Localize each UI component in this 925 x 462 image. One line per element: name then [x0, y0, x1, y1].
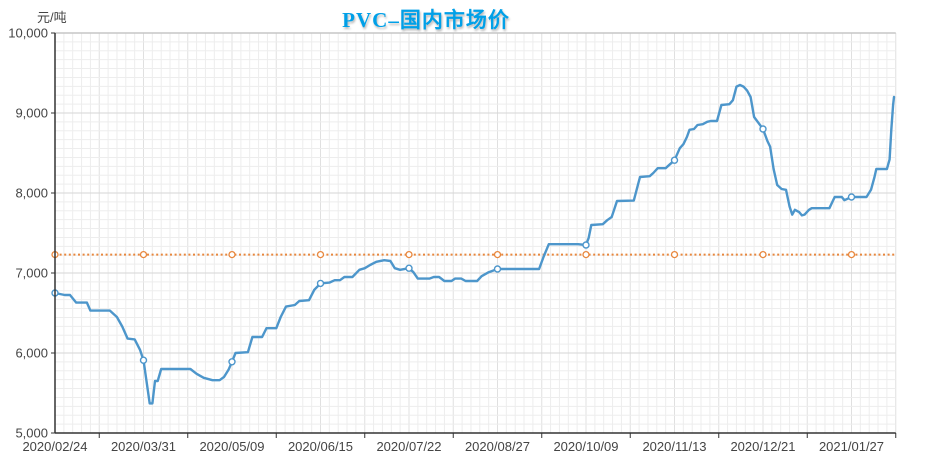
axes: [51, 32, 897, 438]
x-tick-label: 2021/01/27: [819, 439, 884, 454]
reference-line-series: [51, 250, 896, 259]
x-tick-label: 2020/02/24: [22, 439, 87, 454]
x-tick-label: 2020/08/27: [465, 439, 530, 454]
y-tick-label: 10,000: [8, 26, 48, 41]
chart-title: PVC–国内市场价: [342, 8, 510, 32]
x-tick-label: 2020/06/15: [288, 439, 353, 454]
y-tick-label: 8,000: [15, 186, 48, 201]
y-axis-labels: 5,000 6,000 7,000 8,000 9,000 10,000: [8, 26, 48, 441]
y-tick-label: 5,000: [15, 426, 48, 441]
y-tick-label: 9,000: [15, 106, 48, 121]
price-series: [51, 83, 896, 405]
x-axis-labels: 2020/02/24 2020/03/31 2020/05/09 2020/06/15…: [22, 439, 884, 454]
x-tick-label: 2020/11/13: [642, 439, 706, 454]
x-tick-label: 2020/03/31: [111, 439, 176, 454]
y-tick-label: 7,000: [15, 266, 48, 281]
y-tick-label: 6,000: [15, 346, 48, 361]
grid: [55, 32, 897, 433]
x-tick-label: 2020/07/22: [376, 439, 441, 454]
x-tick-label: 2020/12/21: [730, 439, 795, 454]
x-tick-label: 2020/10/09: [553, 439, 618, 454]
x-tick-label: 2020/05/09: [199, 439, 264, 454]
y-axis-unit-label: 元/吨: [37, 10, 67, 25]
